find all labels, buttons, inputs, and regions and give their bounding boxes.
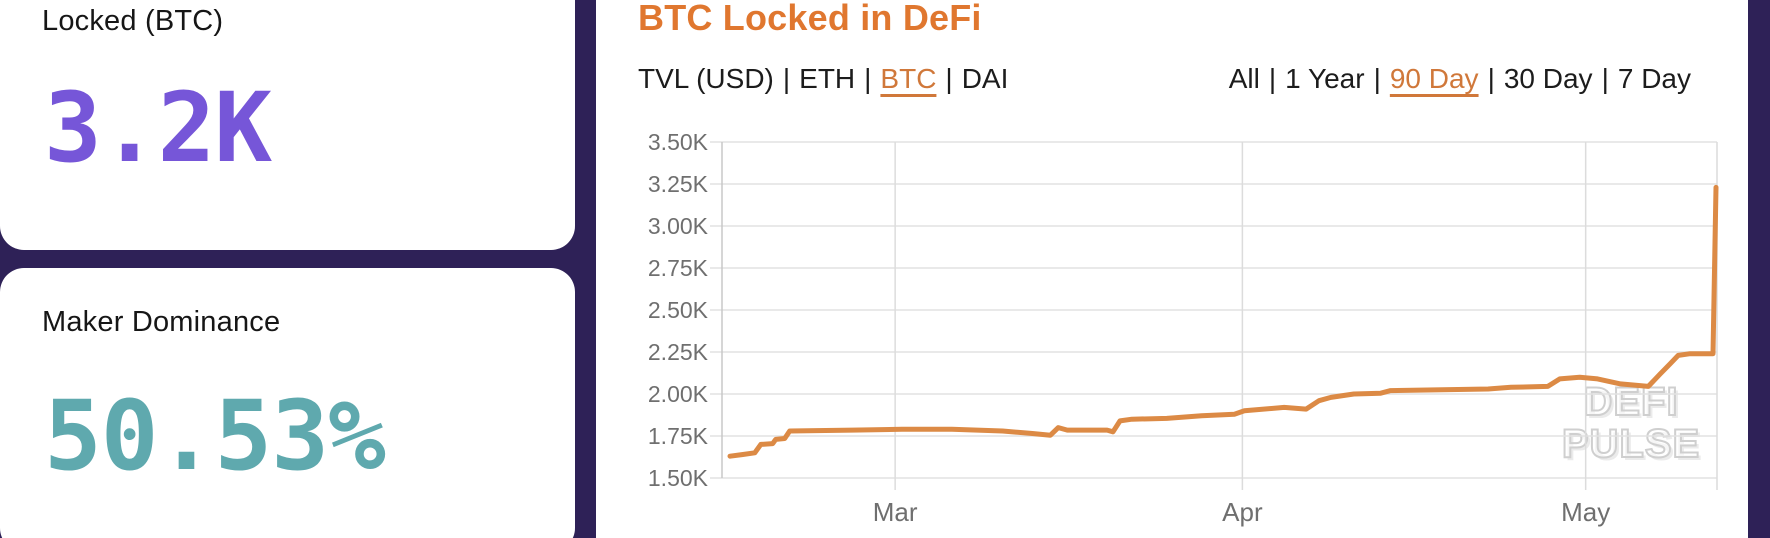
range-tab-1-year[interactable]: 1 Year [1285, 63, 1365, 94]
stat-value-locked-btc: 3.2K [44, 72, 272, 184]
stat-value-maker-dominance: 50.53% [44, 380, 386, 492]
y-axis-label: 2.75K [647, 255, 708, 281]
stat-card-maker-dominance [0, 268, 575, 538]
chart-card [596, 0, 1748, 538]
watermark-line-2: PULSE [1561, 422, 1701, 466]
metric-tab-eth[interactable]: ETH [799, 63, 856, 94]
tab-separator: | [1487, 63, 1495, 94]
x-axis-label: Mar [872, 497, 918, 527]
y-axis-label: 2.50K [647, 297, 708, 323]
y-axis-label: 3.50K [647, 129, 708, 155]
defipulse-watermark: DEFI PULSE [1526, 380, 1736, 466]
range-tab-all[interactable]: All [1228, 63, 1260, 94]
stat-label-locked-btc: Locked (BTC) [42, 5, 224, 37]
metric-tab-btc[interactable]: BTC [880, 63, 937, 94]
tab-separator: | [945, 63, 953, 94]
tab-separator: | [864, 63, 872, 94]
range-tab-30-day[interactable]: 30 Day [1503, 63, 1593, 94]
y-axis-label: 3.00K [647, 213, 708, 239]
range-tab-7-day[interactable]: 7 Day [1617, 63, 1691, 94]
y-axis-label: 2.25K [647, 339, 708, 365]
y-axis-label: 1.75K [647, 423, 708, 449]
x-axis-label: Apr [1222, 497, 1263, 527]
metric-tab-tvl-usd-[interactable]: TVL (USD) [638, 63, 774, 94]
line-chart-plot[interactable] [705, 128, 1730, 500]
metric-tab-dai[interactable]: DAI [961, 63, 1009, 94]
stat-label-maker-dominance: Maker Dominance [42, 306, 281, 338]
y-axis-label: 2.00K [647, 381, 708, 407]
chart-title: BTC Locked in DeFi [638, 0, 982, 38]
range-tab-90-day[interactable]: 90 Day [1389, 63, 1479, 94]
tab-separator: | [782, 63, 791, 94]
tab-separator: | [1268, 63, 1277, 94]
metric-toggle: TVL (USD) | ETH | BTC | DAI [638, 64, 1008, 94]
stat-card-locked-btc [0, 0, 575, 250]
x-axis-label: May [1561, 497, 1611, 527]
watermark-line-1: DEFI [1582, 380, 1679, 424]
range-toggle: All | 1 Year | 90 Day | 30 Day | 7 Day [1229, 64, 1691, 94]
btc-locked-series-line [727, 184, 1719, 459]
y-axis-label: 1.50K [647, 465, 708, 491]
tab-separator: | [1601, 63, 1609, 94]
y-axis-label: 3.25K [647, 171, 708, 197]
tab-separator: | [1373, 63, 1381, 94]
